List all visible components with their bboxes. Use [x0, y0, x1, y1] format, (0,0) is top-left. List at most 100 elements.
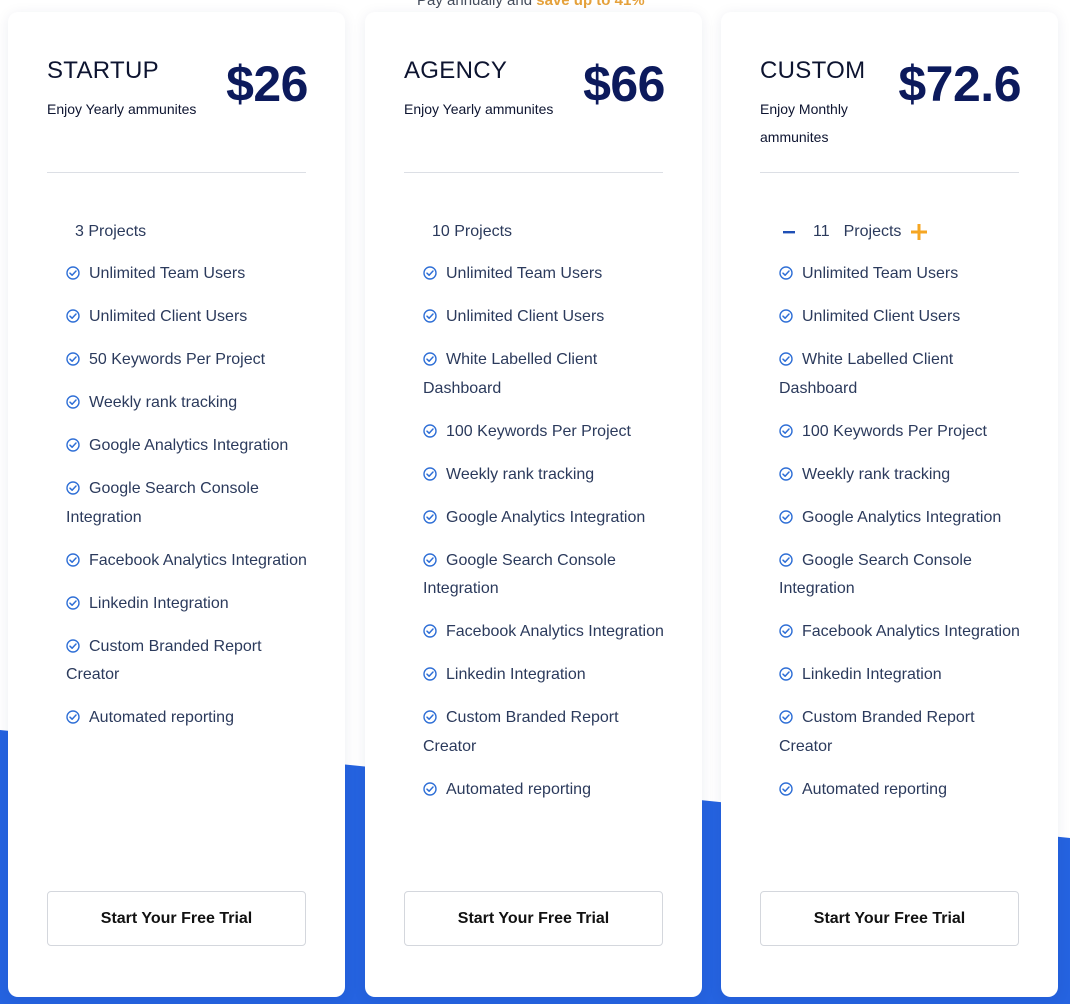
- plan-card-startup: STARTUP Enjoy Yearly ammunites $26 3 Pro…: [8, 12, 345, 997]
- check-circle-icon: [779, 552, 793, 567]
- check-circle-icon: [423, 667, 437, 681]
- feature-item: Linkedin Integration: [66, 590, 309, 619]
- projects-stepper: 11 Projects: [779, 217, 1022, 247]
- plus-icon[interactable]: [909, 222, 929, 242]
- check-circle-icon: [779, 309, 793, 323]
- check-circle-icon: [779, 352, 793, 366]
- check-circle-icon: [66, 438, 80, 452]
- plan-name: AGENCY: [404, 57, 508, 84]
- feature-item: White Labelled Client Dashboard: [779, 346, 1022, 403]
- feature-label: Facebook Analytics Integration: [446, 623, 664, 640]
- feature-item: Unlimited Client Users: [423, 303, 666, 332]
- feature-label: Google Search Console Integration: [423, 551, 616, 598]
- check-circle-icon: [423, 624, 437, 638]
- feature-item: Custom Branded Report Creator: [423, 704, 666, 761]
- feature-item: 50 Keywords Per Project: [66, 346, 309, 375]
- feature-item: Facebook Analytics Integration: [423, 618, 666, 647]
- check-circle-icon: [423, 466, 437, 481]
- feature-label: Custom Branded Report Creator: [423, 709, 619, 755]
- plan-price: $72.6: [898, 56, 1021, 112]
- feature-label: Facebook Analytics Integration: [89, 551, 307, 569]
- feature-label: Unlimited Team Users: [802, 265, 959, 282]
- feature-item: Unlimited Team Users: [66, 260, 309, 289]
- check-circle-icon: [66, 352, 80, 366]
- feature-label: Google Analytics Integration: [802, 508, 1002, 526]
- feature-label: White Labelled Client Dashboard: [423, 351, 598, 397]
- feature-item: Unlimited Client Users: [779, 303, 1022, 332]
- plan-name: STARTUP: [47, 57, 159, 84]
- plan-subtitle: Enjoy Monthly ammunites: [760, 101, 848, 145]
- plan-header: CUSTOM Enjoy Monthly ammunites: [760, 56, 1020, 151]
- feature-item: Google Analytics Integration: [779, 504, 1022, 533]
- billing-note: Pay annually and save up to 41%: [417, 0, 645, 9]
- check-circle-icon: [423, 266, 437, 280]
- check-circle-icon: [423, 552, 437, 567]
- feature-item: 100 Keywords Per Project: [779, 418, 1022, 447]
- start-free-trial-button[interactable]: Start Your Free Trial: [760, 891, 1019, 946]
- feature-item: Google Search Console Integration: [66, 475, 309, 532]
- feature-list: 3 Projects Unlimited Team Users Unlimited…: [66, 217, 309, 747]
- feature-label: Google Search Console Integration: [66, 480, 259, 526]
- check-circle-icon: [66, 710, 80, 724]
- feature-item: Linkedin Integration: [423, 661, 666, 690]
- feature-label: Google Analytics Integration: [446, 508, 646, 526]
- check-circle-icon: [423, 423, 437, 438]
- feature-label: Unlimited Team Users: [89, 265, 246, 282]
- check-circle-icon: [779, 509, 793, 524]
- feature-item: Unlimited Team Users: [779, 260, 1022, 289]
- check-circle-icon: [779, 423, 793, 438]
- plan-name: CUSTOM: [760, 57, 866, 84]
- plan-header: AGENCY Enjoy Yearly ammunites: [404, 56, 664, 123]
- check-circle-icon: [66, 395, 80, 409]
- check-circle-icon: [423, 781, 437, 796]
- projects-quantity: 11: [813, 223, 830, 240]
- feature-label: Unlimited Team Users: [446, 265, 603, 282]
- minus-icon[interactable]: [779, 222, 799, 242]
- check-circle-icon: [66, 552, 80, 567]
- feature-label: Unlimited Client Users: [446, 308, 605, 325]
- feature-item: Facebook Analytics Integration: [779, 618, 1022, 647]
- feature-label: Automated reporting: [802, 780, 947, 798]
- feature-label: 50 Keywords Per Project: [89, 351, 266, 368]
- feature-label: Automated reporting: [446, 780, 591, 798]
- feature-item: Weekly rank tracking: [423, 461, 666, 490]
- feature-label: Linkedin Integration: [802, 666, 942, 683]
- feature-label: Facebook Analytics Integration: [802, 623, 1020, 640]
- check-circle-icon: [66, 481, 80, 495]
- feature-item: Facebook Analytics Integration: [66, 547, 309, 576]
- feature-label: Weekly rank tracking: [89, 394, 238, 411]
- feature-label: Weekly rank tracking: [802, 465, 951, 483]
- check-circle-icon: [423, 352, 437, 366]
- feature-label: Linkedin Integration: [89, 594, 229, 612]
- check-circle-icon: [66, 595, 80, 610]
- check-circle-icon: [779, 624, 793, 638]
- plan-subtitle: Enjoy Yearly ammunites: [404, 101, 554, 117]
- feature-label: Google Search Console Integration: [779, 551, 972, 598]
- feature-list: 11 Projects Unlimited Team Users Unlimite…: [779, 217, 1022, 819]
- start-free-trial-button[interactable]: Start Your Free Trial: [404, 891, 663, 946]
- feature-item: 100 Keywords Per Project: [423, 418, 666, 447]
- check-circle-icon: [779, 710, 793, 724]
- feature-item: Google Search Console Integration: [423, 547, 666, 604]
- feature-label: Weekly rank tracking: [446, 465, 595, 483]
- feature-label: White Labelled Client Dashboard: [779, 351, 954, 397]
- projects-count: 3 Projects: [75, 223, 147, 240]
- billing-note-text: Pay annually and: [417, 0, 533, 9]
- feature-item: Weekly rank tracking: [779, 461, 1022, 490]
- feature-list: 10 Projects Unlimited Team Users Unlimite…: [423, 217, 666, 819]
- billing-savings-highlight: save up to 41%: [536, 0, 645, 9]
- feature-item: Weekly rank tracking: [66, 389, 309, 418]
- check-circle-icon: [779, 466, 793, 481]
- feature-item: Google Analytics Integration: [423, 504, 666, 533]
- plan-subtitle: Enjoy Yearly ammunites: [47, 101, 197, 117]
- divider: [404, 172, 663, 173]
- check-circle-icon: [66, 638, 80, 653]
- plan-card-custom: CUSTOM Enjoy Monthly ammunites $72.6 11 …: [721, 12, 1058, 997]
- feature-label: Unlimited Client Users: [802, 308, 961, 325]
- feature-item: Custom Branded Report Creator: [779, 704, 1022, 761]
- feature-item: Unlimited Team Users: [423, 260, 666, 289]
- check-circle-icon: [779, 781, 793, 796]
- start-free-trial-button[interactable]: Start Your Free Trial: [47, 891, 306, 946]
- check-circle-icon: [423, 509, 437, 524]
- check-circle-icon: [423, 309, 437, 323]
